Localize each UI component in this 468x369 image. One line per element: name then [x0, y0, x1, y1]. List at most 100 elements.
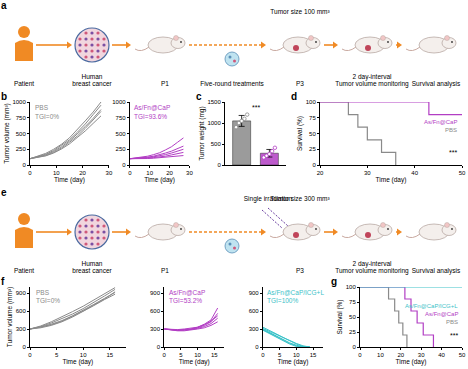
svg-text:Time (day): Time (day) — [54, 176, 85, 184]
svg-text:10: 10 — [194, 352, 201, 358]
svg-text:TGI=0%: TGI=0% — [35, 113, 59, 120]
svg-text:Time (day): Time (day) — [396, 358, 427, 366]
svg-text:Time (day): Time (day) — [179, 358, 210, 366]
svg-text:5: 5 — [278, 352, 282, 358]
svg-text:0: 0 — [163, 352, 167, 358]
svg-text:750: 750 — [116, 115, 127, 121]
svg-text:Tumor volume monitoring: Tumor volume monitoring — [335, 80, 409, 88]
svg-text:PBS: PBS — [36, 289, 50, 296]
svg-text:Patient: Patient — [14, 267, 34, 274]
svg-text:10: 10 — [293, 352, 300, 358]
svg-text:300: 300 — [150, 326, 161, 332]
svg-text:***: *** — [449, 149, 457, 156]
svg-text:30: 30 — [186, 170, 193, 176]
svg-text:Tumor volume (mm³): Tumor volume (mm³) — [6, 287, 14, 347]
svg-text:5: 5 — [179, 352, 183, 358]
svg-text:75: 75 — [309, 115, 316, 121]
svg-text:20: 20 — [397, 352, 404, 358]
svg-text:As/Fn@CaP: As/Fn@CaP — [134, 104, 170, 111]
svg-text:breast cancer: breast cancer — [72, 80, 112, 87]
svg-text:0: 0 — [28, 352, 32, 358]
svg-text:***: *** — [450, 332, 458, 339]
svg-text:0: 0 — [22, 162, 26, 168]
svg-text:0: 0 — [261, 352, 265, 358]
svg-text:Time (day): Time (day) — [144, 176, 175, 184]
svg-text:Survival analysis: Survival analysis — [412, 267, 461, 275]
svg-text:TGI=53.2%: TGI=53.2% — [169, 297, 202, 304]
svg-text:30: 30 — [418, 352, 425, 358]
svg-text:breast cancer: breast cancer — [72, 267, 112, 274]
svg-text:5: 5 — [55, 352, 59, 358]
svg-text:40: 40 — [438, 352, 445, 358]
svg-text:900: 900 — [150, 290, 161, 296]
svg-text:As/Fn@CaP/ICG+L: As/Fn@CaP/ICG+L — [267, 289, 324, 296]
svg-text:25: 25 — [349, 329, 356, 335]
svg-text:1000: 1000 — [112, 99, 126, 105]
svg-text:50: 50 — [309, 131, 316, 137]
svg-text:Survival (%): Survival (%) — [296, 116, 304, 151]
svg-text:Tumor weight (mg): Tumor weight (mg) — [198, 106, 206, 160]
svg-text:0: 0 — [352, 344, 356, 350]
svg-text:0: 0 — [358, 352, 362, 358]
svg-text:30: 30 — [106, 170, 113, 176]
svg-text:100: 100 — [306, 99, 317, 105]
svg-text:TGI=0%: TGI=0% — [36, 297, 60, 304]
svg-text:PBS: PBS — [446, 319, 458, 325]
svg-text:TGI=93.6%: TGI=93.6% — [134, 113, 167, 120]
svg-text:300: 300 — [16, 326, 27, 332]
svg-text:250: 250 — [116, 146, 127, 152]
svg-text:P1: P1 — [161, 80, 169, 87]
svg-text:20: 20 — [317, 170, 324, 176]
svg-text:25: 25 — [309, 146, 316, 152]
svg-text:0: 0 — [28, 170, 32, 176]
svg-text:10: 10 — [146, 170, 153, 176]
svg-text:1000: 1000 — [12, 99, 26, 105]
svg-text:Patient: Patient — [14, 80, 34, 87]
svg-text:500: 500 — [116, 131, 127, 137]
svg-text:15: 15 — [106, 352, 113, 358]
svg-text:0: 0 — [128, 170, 132, 176]
svg-text:50: 50 — [459, 352, 466, 358]
svg-text:900: 900 — [249, 290, 260, 296]
svg-text:Human: Human — [82, 260, 103, 267]
svg-text:50: 50 — [459, 170, 466, 176]
svg-text:As/Fn@CaP: As/Fn@CaP — [424, 119, 457, 125]
svg-text:10: 10 — [80, 352, 87, 358]
svg-text:20: 20 — [79, 170, 86, 176]
svg-text:As/Fn@CaP/ICG+L: As/Fn@CaP/ICG+L — [405, 303, 458, 309]
svg-text:Survival analysis: Survival analysis — [412, 80, 461, 88]
svg-text:0: 0 — [255, 344, 259, 350]
svg-text:10: 10 — [377, 352, 384, 358]
svg-text:As/Fn@CaP: As/Fn@CaP — [425, 311, 458, 317]
svg-text:50: 50 — [349, 314, 356, 320]
svg-text:Human: Human — [82, 73, 103, 80]
svg-text:***: *** — [252, 104, 260, 111]
svg-text:Single irradiation: Single irradiation — [244, 195, 293, 203]
svg-text:0: 0 — [22, 344, 26, 350]
svg-text:75: 75 — [349, 299, 356, 305]
svg-text:30: 30 — [364, 170, 371, 176]
svg-text:600: 600 — [249, 308, 260, 314]
svg-text:Survival (%): Survival (%) — [336, 299, 344, 334]
svg-text:40: 40 — [411, 170, 418, 176]
svg-text:750: 750 — [16, 115, 27, 121]
svg-text:100: 100 — [346, 284, 357, 290]
svg-text:Tumor volume (mm³): Tumor volume (mm³) — [3, 103, 11, 163]
svg-text:0: 0 — [217, 162, 221, 168]
svg-text:P1: P1 — [161, 267, 169, 274]
svg-text:15: 15 — [310, 352, 317, 358]
svg-text:PBS: PBS — [445, 127, 457, 133]
svg-text:500: 500 — [211, 141, 222, 147]
svg-text:TGI=100%: TGI=100% — [267, 297, 298, 304]
svg-text:1000: 1000 — [207, 120, 221, 126]
svg-text:Time (day): Time (day) — [62, 358, 93, 366]
svg-text:250: 250 — [16, 146, 27, 152]
svg-text:0: 0 — [312, 162, 316, 168]
svg-text:Tumor volume monitoring: Tumor volume monitoring — [335, 267, 409, 275]
svg-text:500: 500 — [16, 131, 27, 137]
svg-text:P3: P3 — [296, 80, 304, 87]
svg-text:600: 600 — [16, 308, 27, 314]
svg-text:900: 900 — [16, 290, 27, 296]
svg-text:0: 0 — [157, 344, 161, 350]
svg-text:20: 20 — [166, 170, 173, 176]
